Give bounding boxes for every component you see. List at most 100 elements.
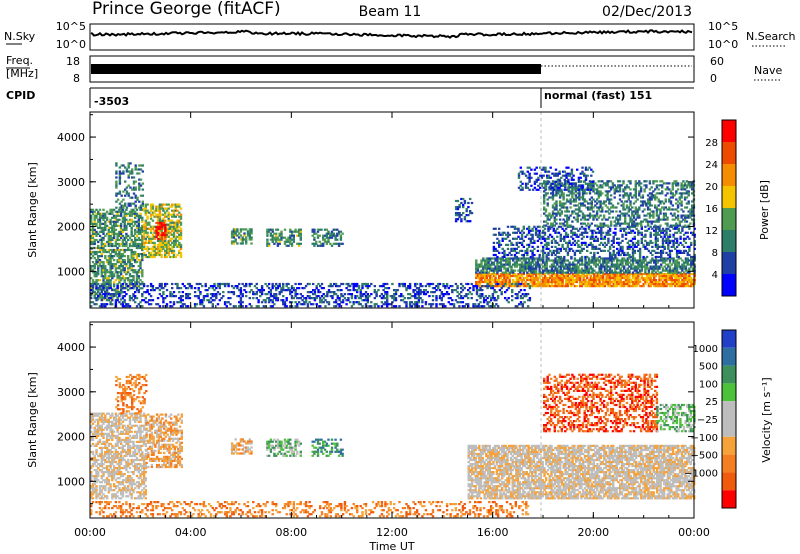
heatmap-cell: [624, 194, 627, 197]
heatmap-cell: [136, 196, 139, 199]
heatmap-cell: [339, 236, 343, 239]
heatmap-cell: [656, 259, 659, 262]
heatmap-cell: [688, 245, 691, 248]
heatmap-cell: [172, 211, 176, 214]
heatmap-cell: [686, 225, 689, 228]
heatmap-cell: [584, 174, 588, 177]
heatmap-cell: [123, 242, 126, 246]
heatmap-cell: [164, 239, 167, 242]
heatmap-cell: [581, 190, 585, 193]
heatmap-cell: [560, 194, 563, 197]
heatmap-cell: [689, 210, 692, 213]
heatmap-cell: [663, 229, 666, 232]
heatmap-cell: [97, 291, 100, 294]
heatmap-cell: [176, 221, 179, 224]
heatmap-cell: [91, 261, 95, 264]
heatmap-cell: [643, 180, 646, 183]
heatmap-cell: [549, 176, 552, 179]
heatmap-cell: [555, 204, 558, 207]
heatmap-cell: [290, 234, 294, 237]
heatmap-cell: [599, 190, 602, 193]
heatmap-cell: [682, 282, 686, 286]
heatmap-cell: [668, 255, 672, 259]
heatmap-cell: [171, 219, 174, 222]
heatmap-cell: [171, 251, 174, 254]
heatmap-cell: [626, 269, 629, 272]
heatmap-cell: [316, 230, 320, 233]
heatmap-cell: [626, 251, 629, 254]
heatmap-cell: [666, 188, 669, 191]
heatmap-cell: [520, 280, 524, 284]
heatmap-cell: [563, 170, 566, 173]
heatmap-cell: [594, 214, 597, 217]
heatmap-cell: [617, 243, 621, 246]
heatmap-cell: [679, 274, 682, 278]
heatmap-cell: [550, 225, 554, 228]
heatmap-cell: [164, 225, 167, 229]
heatmap-cell: [510, 257, 513, 260]
heatmap-cell: [90, 214, 93, 217]
heatmap-cell: [105, 218, 109, 221]
heatmap-cell: [531, 259, 534, 262]
heatmap-cell: [169, 221, 172, 224]
heatmap-cell: [652, 212, 655, 215]
heatmap-cell: [652, 182, 655, 185]
heatmap-cell: [566, 245, 570, 248]
heatmap-cell: [639, 200, 643, 203]
heatmap-cell: [543, 239, 547, 242]
heatmap-cell: [160, 207, 163, 210]
heatmap-cell: [167, 239, 170, 242]
heatmap-cell: [521, 170, 524, 173]
heatmap-cell: [620, 200, 623, 203]
heatmap-cell: [602, 202, 606, 205]
heatmap-cell: [651, 280, 654, 284]
heatmap-cell: [610, 265, 614, 268]
heatmap-cell: [565, 222, 569, 225]
heatmap-cell: [102, 218, 105, 221]
heatmap-cell: [520, 229, 524, 232]
heatmap-cell: [179, 253, 183, 257]
heatmap-cell: [592, 216, 595, 219]
heatmap-cell: [626, 267, 629, 270]
heatmap-cell: [176, 231, 179, 234]
heatmap-cell: [480, 276, 483, 280]
heatmap-cell: [107, 240, 110, 244]
heatmap-cell: [114, 240, 118, 244]
heatmap-cell: [503, 274, 506, 278]
heatmap-cell: [533, 253, 536, 257]
heatmap-cell: [564, 259, 568, 262]
heatmap-cell: [519, 265, 522, 268]
heatmap-cell: [111, 232, 114, 235]
heatmap-cell: [116, 296, 119, 299]
heatmap-cell: [93, 220, 96, 223]
heatmap-cell: [556, 247, 559, 250]
heatmap-cell: [526, 278, 529, 282]
heatmap-cell: [517, 186, 521, 189]
heatmap-cell: [677, 227, 680, 230]
heatmap-cell: [135, 273, 139, 276]
heatmap-cell: [111, 238, 114, 242]
heatmap-cell: [577, 265, 580, 268]
heatmap-cell: [668, 285, 672, 288]
heatmap-cell: [597, 196, 600, 199]
heatmap-cell: [608, 202, 611, 205]
heatmap-cell: [623, 272, 626, 276]
heatmap-cell: [556, 174, 559, 177]
heatmap-cell: [572, 182, 575, 185]
heatmap-cell: [527, 261, 531, 264]
heatmap-cell: [554, 282, 557, 286]
heatmap-cell: [250, 232, 253, 235]
heatmap-cell: [660, 245, 663, 248]
heatmap-cell: [593, 280, 596, 284]
heatmap-cell: [104, 222, 107, 225]
heatmap-cell: [565, 224, 569, 227]
heatmap-cell: [501, 280, 504, 284]
heatmap-cell: [547, 235, 550, 238]
heatmap-cell: [492, 278, 496, 282]
heatmap-cell: [107, 271, 110, 274]
heatmap-cell: [100, 246, 103, 250]
heatmap-cell: [179, 247, 183, 250]
heatmap-cell: [123, 228, 126, 231]
heatmap-cell: [174, 209, 177, 212]
heatmap-cell: [559, 233, 562, 236]
